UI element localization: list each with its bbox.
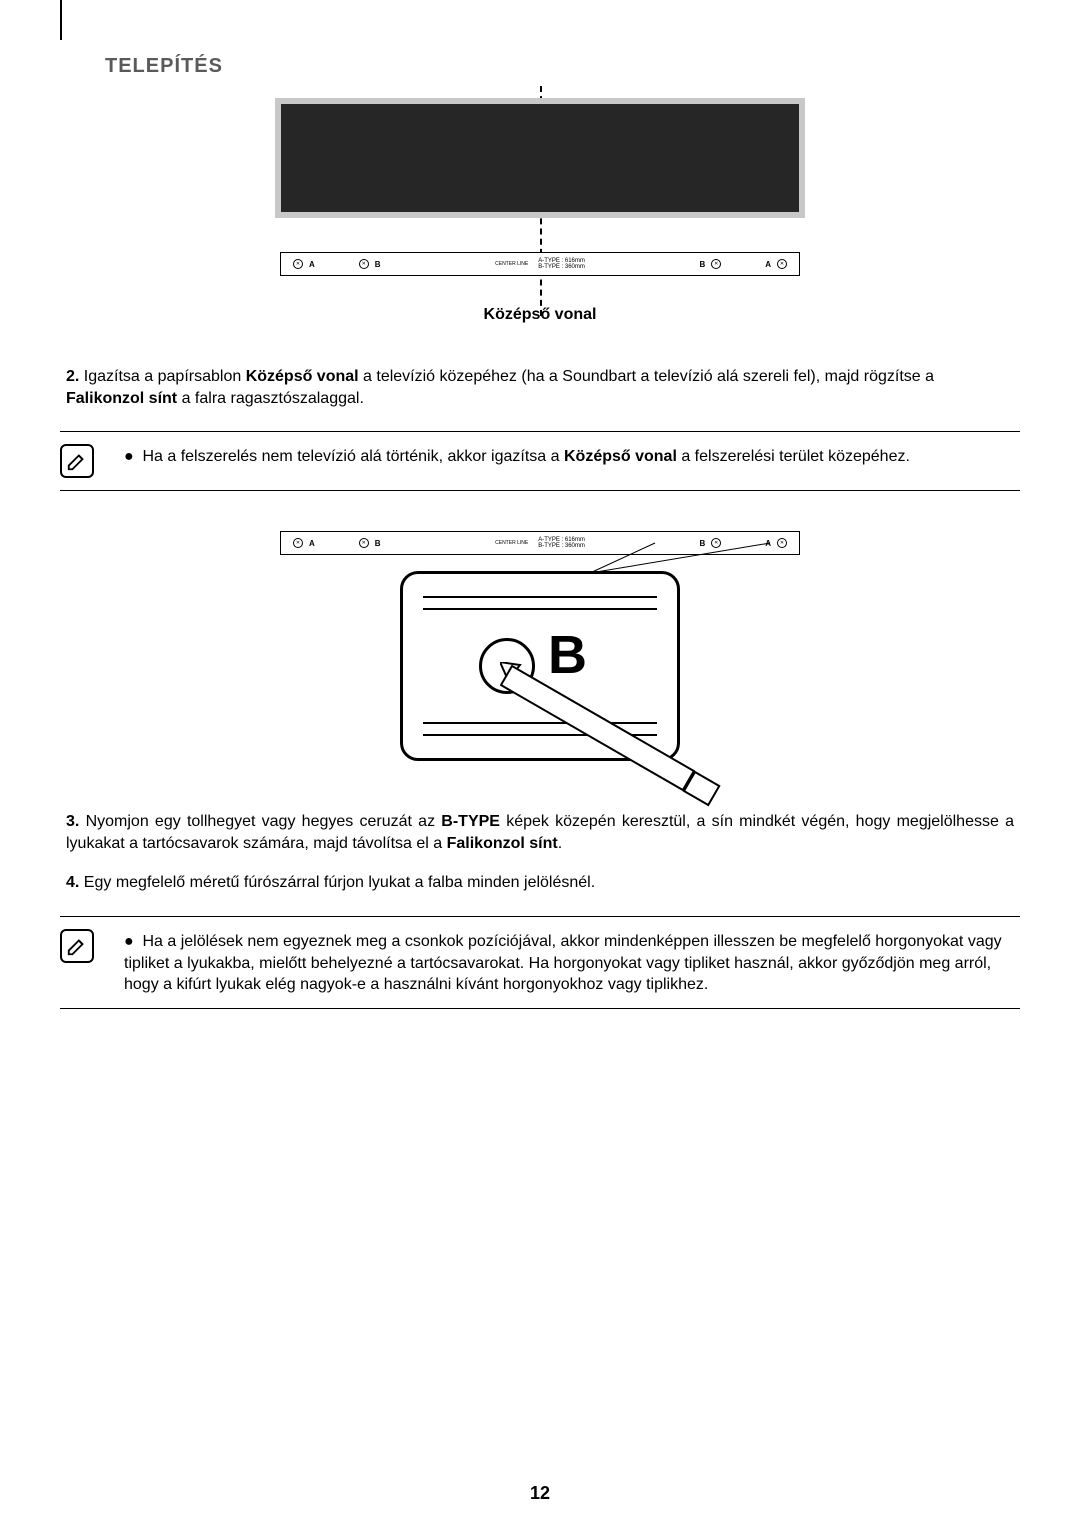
step3-b1: B-TYPE [441,813,500,830]
hole-x-mark: ✕ [504,662,511,671]
note1-b1: Középső vonal [564,448,677,465]
step-3-number: 3. [66,813,79,830]
hole-a-right [777,259,787,269]
section-header: TELEPÍTÉS [60,0,1020,78]
step3-b2: Falikonzol sínt [447,835,558,852]
step-4: 4. Egy megfelelő méretű fúrószárral fúrj… [60,872,1020,894]
callout-zoom: ✕ B [400,571,680,761]
note1-t2: a felszerelési terület közepéhez. [677,448,910,465]
figure-tv-centerline: A B CENTER LINE A-TYPE : 616mm B-TYPE : … [260,98,820,324]
step3-t1: Nyomjon egy tollhegyet vagy hegyes ceruz… [86,813,442,830]
step-2-t2: a televízió közepéhez (ha a Soundbart a … [359,368,934,385]
note-2: ● Ha a jelölések nem egyeznek meg a cson… [60,916,1020,1009]
big-hole-marker: ✕ [479,638,535,694]
step-2: 2. Igazítsa a papírsablon Középső vonal … [60,366,1020,409]
bullet-icon-2: ● [124,931,138,953]
step-2-b2: Falikonzol sínt [66,390,177,407]
step-3: 3. Nyomjon egy tollhegyet vagy hegyes ce… [60,811,1020,854]
hole-a-left [293,259,303,269]
note-1-body: ● Ha a felszerelés nem televízió alá tör… [124,442,910,478]
callout-bottom-line1 [423,722,657,724]
step-4-number: 4. [66,874,79,891]
label-a-left: A [309,260,315,269]
paper-template-strip: A B CENTER LINE A-TYPE : 616mm B-TYPE : … [280,252,800,276]
step3-t3: . [558,835,562,852]
pencil-note-icon-2 [66,935,88,957]
b-type-dim: B-TYPE : 360mm [538,264,585,270]
big-b-label: B [548,624,587,686]
hole-b-left [359,259,369,269]
step-2-number: 2. [66,368,79,385]
step-2-t1: Igazítsa a papírsablon [84,368,246,385]
figure-mark-holes: A B CENTER LINE A-TYPE : 616mm B-TYPE : … [280,531,800,761]
label-b-right: B [699,260,705,269]
type-dimensions: A-TYPE : 616mm B-TYPE : 360mm [528,258,585,270]
step-2-t3: a falra ragasztószalaggal. [177,390,364,407]
label-center-line: CENTER LINE [495,261,528,267]
page-number: 12 [0,1483,1080,1504]
step-2-b1: Középső vonal [246,368,359,385]
label-b-left: B [375,260,381,269]
tv-outline [275,98,805,218]
note2-text: Ha a jelölések nem egyeznek meg a csonko… [124,933,1002,993]
note-2-body: ● Ha a jelölések nem egyeznek meg a cson… [124,927,1020,996]
label-a-right: A [765,260,771,269]
section-title: TELEPÍTÉS [105,55,1020,78]
note-icon [60,444,94,478]
step4-t1: Egy megfelelő méretű fúrószárral fúrjon … [84,874,595,891]
hole-b-right [711,259,721,269]
bullet-icon: ● [124,446,138,468]
note-1: ● Ha a felszerelés nem televízió alá tör… [60,431,1020,491]
callout-bottom-line2 [423,734,657,736]
side-rule [60,0,62,40]
note1-t1: Ha a felszerelés nem televízió alá törté… [142,448,564,465]
note-icon-2 [60,929,94,963]
pencil-note-icon [66,450,88,472]
